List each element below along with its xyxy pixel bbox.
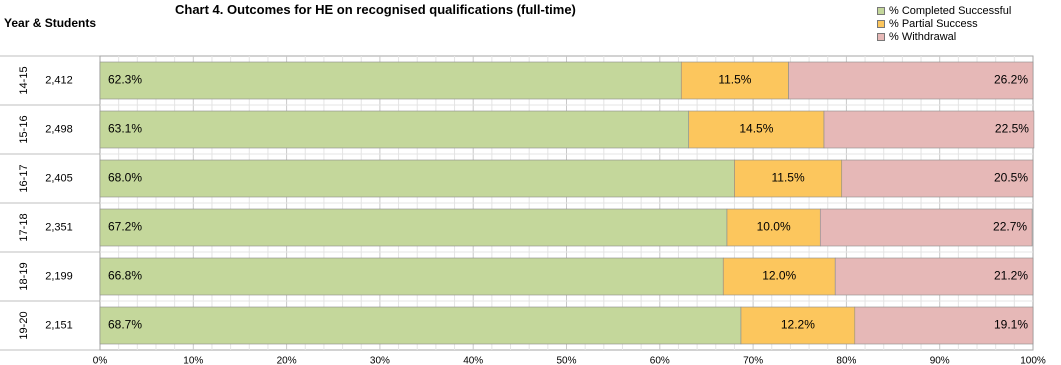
x-tick-label: 40%	[463, 356, 483, 365]
bar-segment	[99, 110, 690, 149]
bar-segment	[722, 257, 836, 296]
legend-swatch	[877, 19, 885, 28]
legend-label: % Withdrawal	[889, 30, 957, 43]
bar-segment	[740, 306, 856, 345]
data-label: 62.3%	[108, 73, 142, 87]
category-axis-label: Year & Students	[4, 16, 97, 30]
bar-segment	[734, 159, 843, 198]
legend-swatch	[877, 32, 885, 41]
legend-label: % Partial Success	[889, 17, 978, 30]
bar-segment	[99, 159, 735, 198]
data-label: 68.0%	[108, 171, 142, 185]
x-tick-label: 30%	[370, 356, 390, 365]
data-label: 14.5%	[739, 122, 773, 136]
data-label: 26.2%	[994, 73, 1028, 87]
data-label: 66.8%	[108, 269, 142, 283]
x-tick-label: 20%	[277, 356, 297, 365]
x-tick-label: 50%	[556, 356, 576, 365]
student-count: 2,151	[45, 319, 73, 331]
category-label: 14-15	[18, 66, 30, 94]
data-label: 21.2%	[994, 269, 1028, 283]
x-tick-label: 70%	[743, 356, 763, 365]
bar-segment	[788, 61, 1034, 100]
bar-segment	[99, 208, 728, 247]
x-tick-label: 0%	[93, 356, 108, 365]
bar-segment	[99, 306, 742, 345]
legend-item: % Partial Success	[877, 17, 1011, 30]
legend-item: % Completed Successful	[877, 4, 1011, 17]
data-label: 12.2%	[781, 318, 815, 332]
bar-segment	[854, 306, 1034, 345]
category-label: 17-18	[18, 213, 30, 241]
category-label: 15-16	[18, 115, 30, 143]
data-label: 19.1%	[994, 318, 1028, 332]
student-count: 2,412	[45, 74, 73, 86]
bar-segment	[819, 208, 1033, 247]
bar-segment	[841, 159, 1034, 198]
chart-legend: % Completed Successful% Partial Success%…	[877, 4, 1011, 43]
data-label: 11.5%	[718, 73, 751, 87]
chart-title: Chart 4. Outcomes for HE on recognised q…	[175, 2, 576, 17]
student-count: 2,498	[45, 123, 73, 135]
legend-swatch	[877, 6, 885, 15]
student-count: 2,199	[45, 270, 73, 282]
data-label: 63.1%	[108, 122, 142, 136]
data-label: 22.5%	[995, 122, 1029, 136]
x-tick-label: 100%	[1020, 356, 1046, 365]
category-label: 16-17	[18, 164, 30, 192]
x-tick-label: 60%	[650, 356, 670, 365]
category-label: 19-20	[18, 311, 30, 339]
legend-label: % Completed Successful	[889, 4, 1012, 17]
x-tick-label: 10%	[183, 356, 203, 365]
category-label: 18-19	[18, 262, 30, 290]
bar-segment	[680, 61, 789, 100]
legend-item: % Withdrawal	[877, 30, 1011, 43]
x-tick-label: 90%	[930, 356, 950, 365]
student-count: 2,351	[45, 221, 73, 233]
bar-segment	[834, 257, 1034, 296]
bar-segment	[823, 110, 1035, 149]
bar-segment	[99, 61, 682, 100]
bar-segment	[688, 110, 825, 149]
data-label: 12.0%	[762, 269, 796, 283]
data-label: 11.5%	[772, 171, 805, 185]
data-label: 10.0%	[757, 220, 791, 234]
data-label: 20.5%	[994, 171, 1028, 185]
data-label: 68.7%	[108, 318, 142, 332]
x-tick-label: 80%	[836, 356, 856, 365]
student-count: 2,405	[45, 172, 73, 184]
data-label: 67.2%	[108, 220, 142, 234]
data-label: 22.7%	[993, 220, 1027, 234]
bar-segment	[726, 208, 821, 247]
bar-segment	[99, 257, 724, 296]
